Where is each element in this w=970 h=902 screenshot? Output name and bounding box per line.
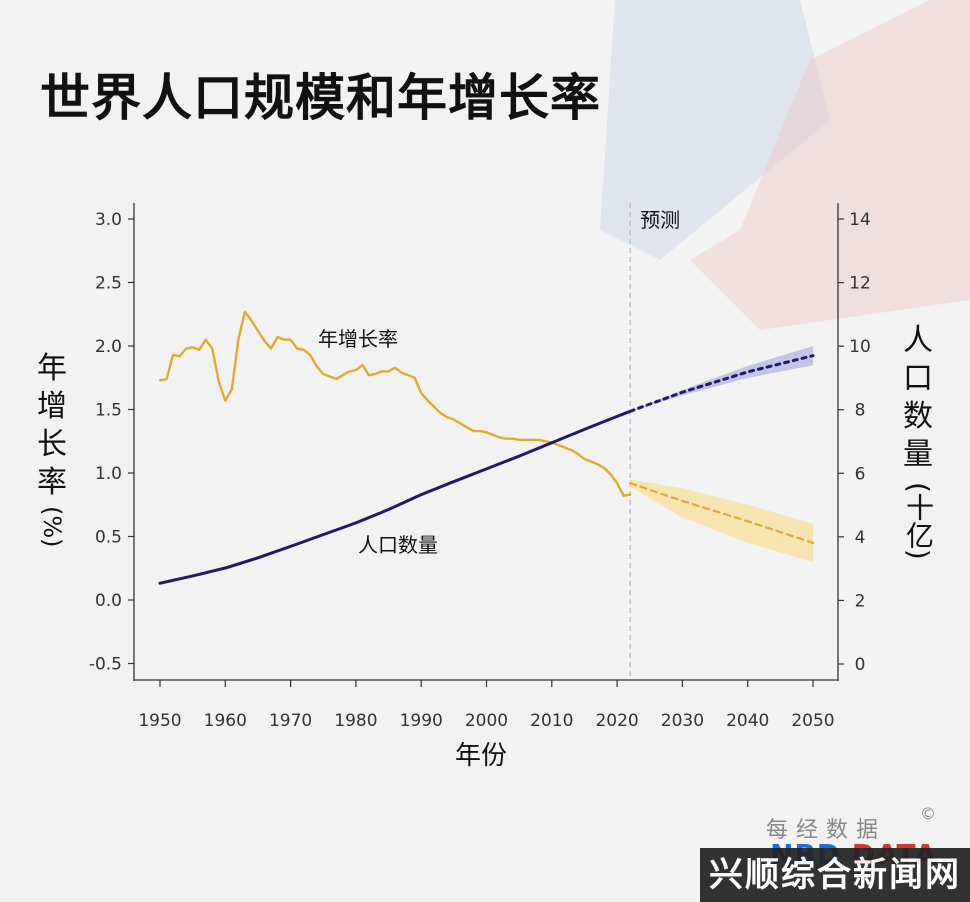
page-title: 世界人口规模和年增长率	[40, 69, 601, 127]
x-tick-label: 1980	[334, 711, 377, 731]
right-axis-label-char: (十亿)	[902, 482, 935, 560]
right-tick-label: 4	[855, 528, 866, 548]
x-tick-label: 2040	[726, 711, 769, 731]
right-axis-label-char: 数	[903, 399, 933, 434]
growth-forecast-band	[630, 479, 813, 562]
left-tick-label: 1.5	[95, 401, 122, 421]
right-tick-label: 8	[855, 401, 866, 421]
left-tick-label: 2.5	[95, 274, 122, 294]
right-tick-label: 10	[849, 337, 871, 357]
left-axis-label: 年 增 长 率 (%)	[32, 350, 72, 548]
left-axis-label-char: 长	[37, 427, 67, 462]
right-tick-label: 2	[855, 591, 866, 611]
growth-series-label: 年增长率	[318, 327, 398, 351]
copyright-icon: ©	[920, 804, 936, 823]
x-tick-label: 2050	[791, 711, 834, 731]
left-axis-label-char: 率	[37, 465, 67, 500]
left-tick-label: 1.0	[95, 464, 122, 484]
population-line	[158, 409, 632, 585]
right-axis-label-char: 口	[903, 361, 933, 396]
x-tick-label: 1970	[269, 711, 312, 731]
x-tick-label: 1950	[138, 711, 181, 731]
left-tick-label: 0.0	[95, 591, 122, 611]
left-axis-label-char: 年	[37, 351, 67, 386]
watermark: 兴顺综合新闻网	[700, 848, 970, 902]
left-tick-label: 3.0	[95, 210, 122, 230]
right-axis-label: 人 口 数 量 (十亿)	[898, 322, 938, 560]
population-series-label: 人口数量	[358, 533, 438, 557]
x-tick-label: 2020	[595, 711, 638, 731]
forecast-label: 预测	[640, 208, 680, 232]
population-forecast-line	[628, 354, 815, 413]
left-axis-label-char: 增	[37, 389, 67, 424]
left-tick-label: 2.0	[95, 337, 122, 357]
right-tick-label: 0	[855, 655, 866, 675]
x-tick-label: 1960	[204, 711, 247, 731]
right-tick-label: 12	[849, 274, 871, 294]
right-tick-label: 6	[855, 464, 866, 484]
growth-rate-forecast-line	[629, 482, 815, 544]
x-tick-label: 2010	[530, 711, 573, 731]
x-axis-label: 年份	[455, 741, 508, 771]
source-text: 每经数据	[766, 818, 887, 843]
x-tick-label: 1990	[400, 711, 443, 731]
left-axis-label-char: (%)	[38, 506, 66, 548]
x-tick-label: 2030	[661, 711, 704, 731]
x-tick-label: 2000	[465, 711, 508, 731]
right-axis-label-char: 量	[903, 437, 933, 472]
left-tick-label: 0.5	[95, 528, 122, 548]
right-tick-label: 14	[849, 210, 871, 230]
right-axis-label-char: 人	[903, 323, 933, 358]
left-tick-label: -0.5	[89, 655, 122, 675]
